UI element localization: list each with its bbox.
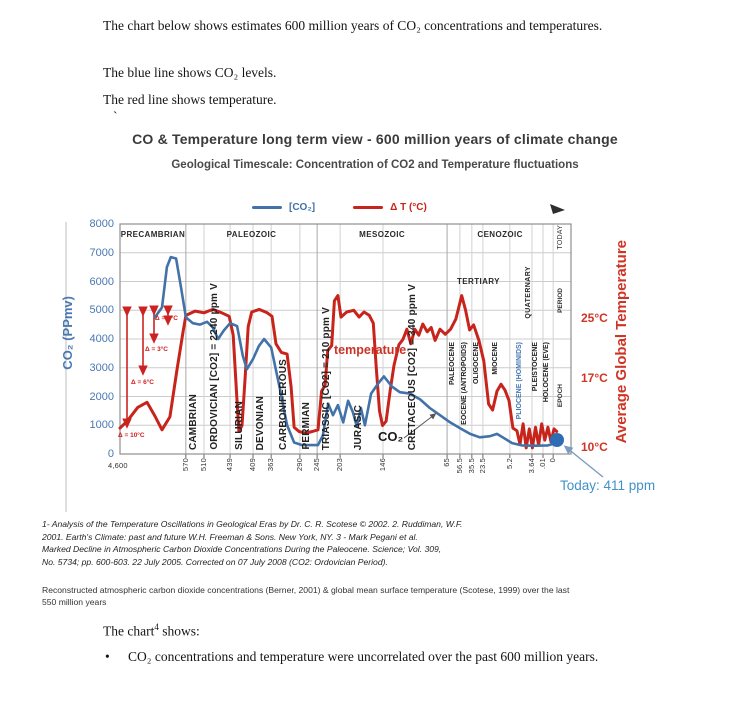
footnote-line: 2001. Earth's Climate: past and future W… — [42, 531, 418, 542]
epoch-label: PLEISTOCENE — [531, 342, 539, 392]
footnote-ref: 4 — [154, 622, 159, 632]
chart-subtitle: Geological Timescale: Concentration of C… — [171, 159, 579, 171]
x-tick-label: 56.5 — [454, 458, 464, 474]
footnote-block: 1- Analysis of the Temperature Oscillati… — [42, 518, 562, 568]
x-tick-label: 203 — [335, 458, 345, 472]
temp-line-swatch-icon — [353, 205, 384, 210]
chart-legend: [CO₂] Δ T (°C) — [252, 202, 427, 213]
quaternary-label: QUATERNARY — [525, 266, 532, 319]
y-tick-label: 0 — [107, 448, 114, 460]
delta-annotation: Δ = 6°C — [131, 379, 154, 386]
footnote-line: 1- Analysis of the Temperature Oscillati… — [42, 519, 463, 529]
caption-line: 550 million years — [42, 597, 107, 607]
chart-shows-suffix: shows: — [158, 623, 200, 639]
x-tick-label: 0 — [548, 458, 558, 463]
y-tick-label: 7000 — [89, 246, 114, 259]
x-tick-label: 23.5 — [477, 458, 487, 474]
epoch-label: EOCENE (ANTROPOIDS) — [461, 342, 469, 425]
era-label: CENOZOIC — [477, 230, 523, 239]
epoch-label: HOLOCENE (EVE) — [542, 342, 550, 403]
source-caption: Reconstructed atmospheric carbon dioxide… — [42, 584, 682, 608]
right-temp-label: 17°C — [581, 371, 608, 385]
delta-annotation: Δ = 3°C — [145, 346, 168, 353]
x-tick-label: 3.64 — [526, 458, 536, 474]
x-tick-label: 65 — [442, 458, 452, 467]
x-tick-origin: 4,600 — [108, 461, 128, 470]
chart-shows-prefix: The chart — [103, 623, 155, 639]
epoch-label: OLIGOCENE — [473, 342, 481, 385]
x-tick-label: 439 — [225, 458, 235, 472]
right-temp-label: 25°C — [581, 311, 608, 325]
footnote-line: No. 5734; pp. 600-603. 22 July 2005. Cor… — [42, 556, 388, 567]
temperature-annotation: temperature — [334, 343, 407, 357]
x-tick-label: 146 — [377, 458, 387, 472]
blue-line-note: The blue line shows CO₂ levels. — [103, 65, 277, 80]
period-label: CARBONIFEROUS — [277, 359, 289, 450]
red-line-note: The red line shows temperature. — [103, 92, 277, 107]
x-tick-label: 35.5 — [466, 458, 476, 474]
period-label: CRETACEOUS [CO2] = 340 ppm V — [406, 283, 418, 450]
period-label: SILURIAN — [234, 401, 246, 450]
period-row-label: PERIOD — [557, 288, 564, 313]
legend-item-temp: Δ T (°C) — [353, 202, 427, 213]
period-label: ORDOVICIAN [CO2] = 2240 ppm V — [209, 283, 221, 450]
tertiary-label: TERTIARY — [457, 277, 500, 286]
stray-mark: ` — [113, 109, 118, 124]
period-label: JURASIC — [353, 404, 365, 450]
delta-annotation: Δ = 10°C — [118, 432, 145, 439]
bullet-text: CO₂ concentrations and temperature were … — [128, 649, 599, 664]
x-tick-label: 570 — [180, 458, 190, 472]
y-tick-label: 3000 — [89, 361, 114, 374]
epoch-label: PALEOCENE — [448, 342, 456, 386]
y-tick-label: 8000 — [89, 218, 114, 230]
co2-line-swatch-icon — [252, 205, 282, 210]
period-label: DEVONIAN — [255, 395, 267, 450]
today-column-label: TODAY — [557, 225, 564, 250]
era-label: PRECAMBRIAN — [120, 230, 186, 239]
x-tick-label: .01 — [537, 458, 547, 470]
era-label: PALEOZOIC — [226, 230, 277, 239]
footnote-line: Marked Decline in Atmospheric Carbon Dio… — [42, 544, 442, 554]
x-tick-label: 245 — [312, 458, 322, 472]
epoch-row-label: EPOCH — [557, 384, 564, 408]
caption-line: Reconstructed atmospheric carbon dioxide… — [42, 585, 570, 595]
x-tick-label: 409 — [248, 458, 258, 472]
chart-shows-line: The chart4 shows: — [103, 614, 200, 645]
bullet-glyph: • — [105, 649, 110, 664]
y-tick-label: 6000 — [89, 275, 114, 288]
co2-annotation: CO₂ — [378, 429, 404, 444]
epoch-label: MIOCENE — [492, 342, 500, 375]
x-tick-label: 363 — [266, 458, 276, 472]
legend-co2-label: [CO₂] — [289, 202, 316, 213]
legend-temp-label: Δ T (°C) — [390, 202, 427, 213]
era-label: MESOZOIC — [359, 230, 406, 239]
today-value-note: Today: 411 ppm — [560, 478, 656, 493]
period-label: CAMBRIAN — [187, 393, 199, 450]
period-label: PERMIAN — [300, 402, 312, 450]
intro-paragraph: The chart below shows estimates 600 mill… — [103, 18, 603, 33]
cursor-arrow-icon — [550, 204, 565, 214]
delta-annotation: Δ = 1°C — [155, 315, 178, 322]
x-tick-label: 5.2 — [504, 458, 514, 470]
y-tick-label: 5000 — [89, 304, 114, 317]
y-tick-label: 4000 — [89, 333, 114, 345]
x-tick-label: 510 — [198, 458, 208, 472]
chart-title: CO & Temperature long term view - 600 mi… — [132, 131, 618, 147]
legend-item-co2: [CO₂] — [252, 202, 315, 213]
period-label: TRIASSIC [CO2] = 210 ppm V — [321, 306, 333, 450]
epoch-label: PLIOCENE (HOMINIDS) — [515, 342, 523, 420]
y-tick-label: 1000 — [89, 419, 114, 432]
x-tick-label: 290 — [294, 458, 304, 472]
right-axis-label: Average Global Temperature — [613, 240, 630, 444]
y-tick-label: 2000 — [89, 390, 114, 403]
right-temp-label: 10°C — [581, 440, 608, 454]
